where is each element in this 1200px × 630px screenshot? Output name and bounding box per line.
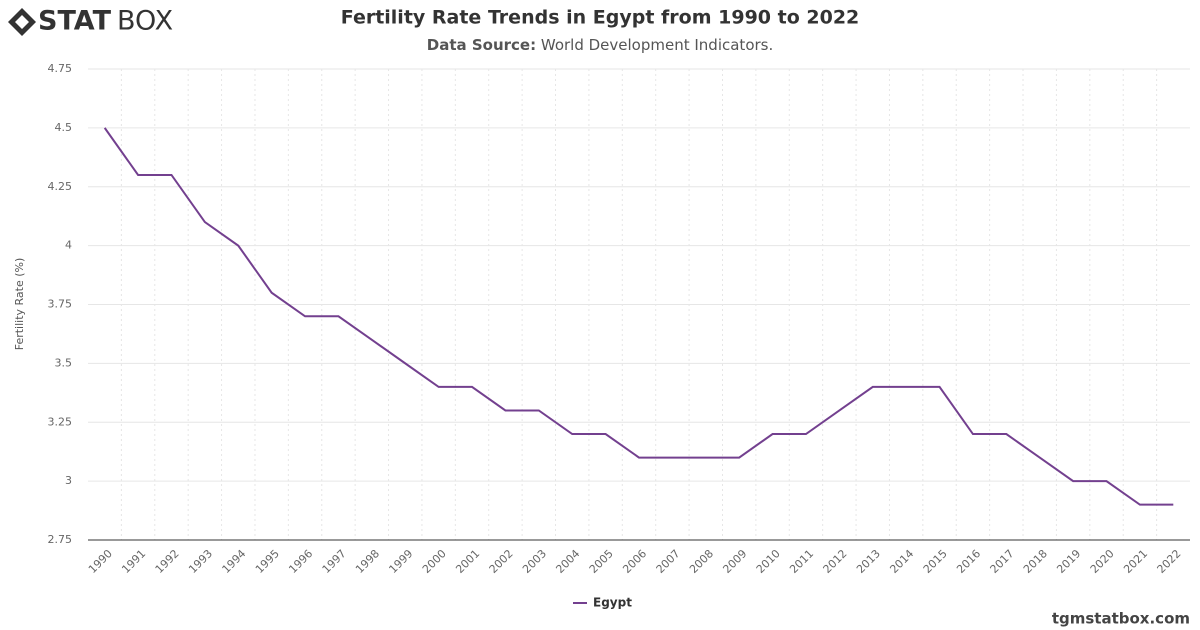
source-label: Data Source: <box>427 36 536 54</box>
y-tick-label: 4 <box>65 239 72 252</box>
x-tick-label: 1999 <box>386 547 415 576</box>
logo: STAT BOX <box>8 6 173 37</box>
x-tick-label: 1996 <box>286 547 315 576</box>
x-tick-label: 2015 <box>921 547 950 576</box>
y-tick-label: 3.25 <box>48 415 73 428</box>
x-tick-label: 2003 <box>520 547 549 576</box>
legend-label: Egypt <box>593 596 632 610</box>
logo-text: STAT <box>38 6 112 37</box>
x-tick-label: 1997 <box>320 547 349 576</box>
x-tick-label: 2005 <box>587 547 616 576</box>
chart-title: Fertility Rate Trends in Egypt from 1990… <box>341 7 860 29</box>
x-tick-label: 2021 <box>1121 547 1150 576</box>
x-tick-label: 1998 <box>353 547 382 576</box>
x-tick-label: 2020 <box>1088 547 1117 576</box>
data-line <box>103 127 1174 506</box>
source: World Development Indicators. <box>541 36 773 54</box>
x-tick-label: 1995 <box>253 547 282 576</box>
x-tick-label: 2014 <box>887 547 916 576</box>
x-tick-label: 2018 <box>1021 547 1050 576</box>
x-tick-label: 1991 <box>119 547 148 576</box>
x-tick-label: 2022 <box>1155 547 1184 576</box>
y-tick-label: 4.25 <box>48 180 73 193</box>
x-tick-label: 1993 <box>186 547 215 576</box>
x-tick-label: 2002 <box>487 547 516 576</box>
x-tick-label: 2012 <box>821 547 850 576</box>
y-axis-label: Fertility Rate (%) <box>13 258 26 351</box>
x-tick-label: 2019 <box>1054 547 1083 576</box>
footer: tgmstatbox.com <box>1052 610 1190 628</box>
logo-text: BOX <box>117 6 173 37</box>
y-tick-label: 2.75 <box>48 533 73 546</box>
y-tick-label: 4.5 <box>55 121 73 134</box>
x-tick-label: 2006 <box>620 547 649 576</box>
x-tick-label: 2013 <box>854 547 883 576</box>
y-tick-label: 3.5 <box>55 356 73 369</box>
x-tick-label: 2007 <box>654 547 683 576</box>
x-tick-label: 2010 <box>754 547 783 576</box>
x-tick-label: 2016 <box>954 547 983 576</box>
y-tick-label: 3 <box>65 474 72 487</box>
x-tick-label: 1992 <box>153 547 182 576</box>
x-tick-label: 1994 <box>220 547 249 576</box>
y-tick-label: 4.75 <box>48 62 73 75</box>
x-tick-label: 2004 <box>553 547 582 576</box>
x-tick-label: 2001 <box>453 547 482 576</box>
x-tick-label: 2017 <box>988 547 1017 576</box>
x-tick-label: 2011 <box>787 547 816 576</box>
x-tick-label: 2009 <box>720 547 749 576</box>
x-tick-label: 1990 <box>86 547 115 576</box>
y-tick-label: 3.75 <box>48 298 73 311</box>
x-tick-label: 2000 <box>420 547 449 576</box>
logo-icon <box>8 8 36 36</box>
chart-subtitle: Data Source: World Development Indicator… <box>427 36 774 54</box>
x-tick-label: 2008 <box>687 547 716 576</box>
